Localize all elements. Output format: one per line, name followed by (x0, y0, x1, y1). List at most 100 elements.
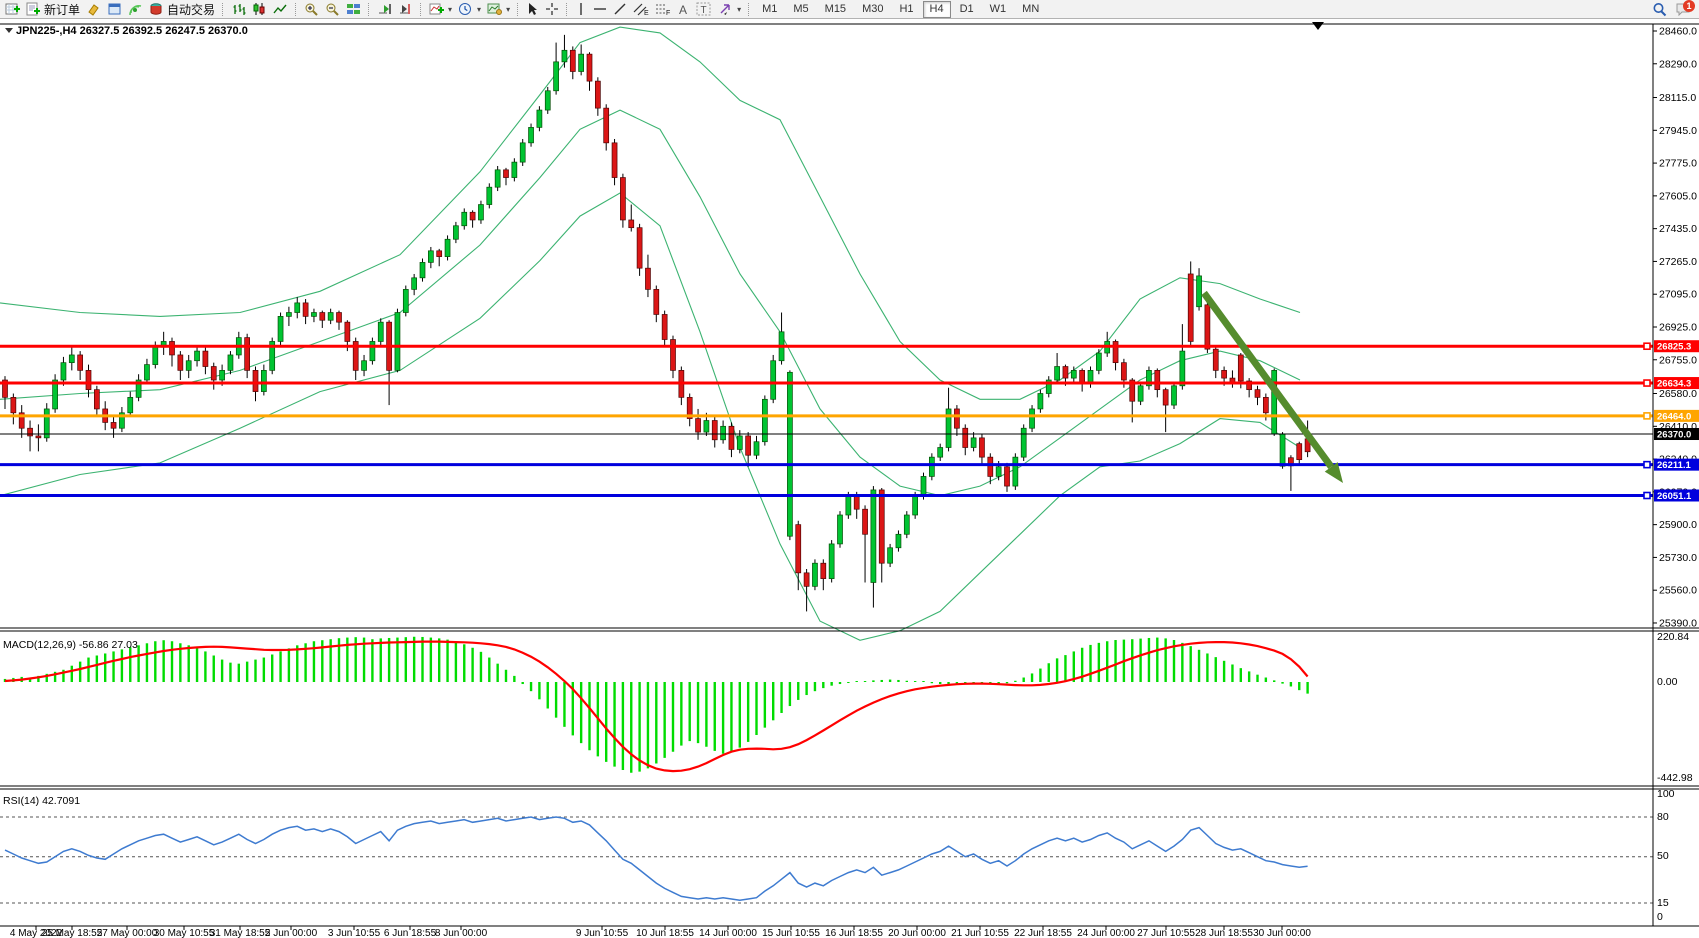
vertical-line-button[interactable] (572, 0, 590, 18)
text-label-tool-button[interactable]: T (693, 0, 715, 18)
candle-down (1004, 466, 1010, 487)
trendline-button[interactable] (610, 0, 630, 18)
hline-26464.0[interactable] (0, 412, 1653, 420)
candle-down (1246, 380, 1253, 391)
bar-chart-button[interactable] (228, 0, 249, 18)
time-tick-label: 21 Jun 10:55 (951, 928, 1009, 938)
time-tick-label: 8 Jun 00:00 (435, 928, 488, 938)
templates-button[interactable]: ▾ (484, 0, 513, 18)
auto-trading-button[interactable]: 自动交易 (146, 0, 218, 18)
timeframe-m1-button[interactable]: M1 (762, 2, 778, 15)
chart-title: JPN225-,H4 26327.5 26392.5 26247.5 26370… (16, 25, 248, 37)
hline-26051.1[interactable] (0, 491, 1653, 500)
toolbar-separator (295, 2, 297, 16)
candle-up (227, 354, 234, 371)
timeframe-mn-button[interactable]: MN (1022, 2, 1040, 15)
candle-down (661, 314, 668, 340)
equidistant-channel-button[interactable]: E (630, 0, 652, 18)
new-order-label: 新订单 (44, 2, 81, 17)
candle-up (411, 277, 417, 290)
candle-down (1254, 389, 1261, 398)
text-tool-button[interactable]: A (674, 0, 693, 18)
timeframe-h4-button[interactable]: H4 (922, 0, 951, 18)
arrow-shaft (1201, 290, 1335, 469)
arrows-tool-icon (720, 4, 730, 15)
toolbar-separator (748, 2, 750, 16)
candle-down (1229, 377, 1236, 383)
fibonacci-button[interactable]: F (652, 0, 674, 18)
candle-up (770, 360, 777, 400)
auto-scroll-icon (379, 4, 391, 14)
price-tick-label: 28115.0 (1659, 92, 1696, 104)
auto-scroll-button[interactable] (374, 0, 395, 18)
search-button[interactable] (1649, 0, 1671, 18)
candle-up (43, 408, 50, 439)
candle-up (912, 495, 919, 516)
timeframe-w1-button[interactable]: W1 (989, 2, 1007, 15)
toolbar-separator (517, 2, 519, 16)
candle-up (1171, 385, 1177, 406)
price-axis: 28460.0 28290.0 28115.0 27945.0 27775.0 27605… (1653, 26, 1699, 923)
macd-tick-label: -442.98 (1657, 772, 1693, 784)
candle-down (27, 427, 33, 437)
candle-down (252, 370, 259, 392)
time-tick-label: 10 Jun 18:55 (636, 928, 694, 938)
new-chart-button[interactable] (2, 0, 23, 18)
indicators-button[interactable]: ▾ (426, 0, 455, 18)
timeframe-d1-button[interactable]: D1 (959, 2, 974, 15)
arrows-tool-button[interactable]: ▾ (715, 0, 744, 18)
candle-up (995, 466, 1002, 477)
time-tick-label: 14 Jun 00:00 (699, 928, 757, 938)
candle-up (511, 161, 518, 178)
scroll-to-end-icon[interactable] (1312, 22, 1324, 30)
zoom-in-button[interactable] (301, 0, 322, 18)
svg-text:A: A (679, 3, 687, 16)
zoom-out-button[interactable] (322, 0, 343, 18)
hline-26211.1[interactable] (0, 460, 1653, 469)
price-tick-label: 27605.0 (1659, 190, 1697, 202)
toolbar-separator (222, 2, 224, 16)
candle-down (436, 250, 443, 257)
candle-up (361, 360, 367, 371)
candle-up (519, 142, 526, 163)
hline-26634.3[interactable] (0, 379, 1653, 387)
notifications-button[interactable]: 1 (1675, 0, 1695, 17)
candle-down (352, 341, 359, 371)
crosshair-button[interactable] (542, 0, 562, 18)
candle-up (1020, 427, 1027, 458)
candle-up (194, 350, 200, 362)
cursor-button[interactable] (523, 0, 542, 18)
candle-up (837, 514, 843, 545)
timeframe-m30-button[interactable]: M30 (862, 2, 884, 15)
timeframe-m15-button[interactable]: M15 (824, 2, 847, 15)
candle-down (645, 267, 651, 290)
chart-shift-button[interactable] (395, 0, 416, 18)
candle-up (1179, 350, 1186, 387)
candle-up (119, 412, 125, 429)
cursor-icon (529, 3, 538, 15)
horizontal-line-icon (594, 8, 607, 10)
hline-26825.3[interactable] (0, 342, 1653, 351)
candlestick-chart-button[interactable] (249, 0, 270, 18)
horizontal-line-button[interactable] (590, 0, 610, 18)
price-tick-label: 26755.0 (1659, 354, 1697, 366)
candle-down (586, 53, 593, 82)
price-badge-26634.3: 26634.3 (1654, 377, 1699, 390)
signals-button[interactable] (125, 0, 146, 18)
tile-windows-button[interactable] (343, 0, 364, 18)
line-chart-button[interactable] (270, 0, 291, 18)
candle-down (670, 339, 676, 371)
periods-button[interactable]: ▾ (455, 0, 484, 18)
new-order-button[interactable]: 新订单 (23, 0, 83, 18)
market-watch-button[interactable] (104, 0, 125, 18)
time-tick-label: 15 Jun 10:55 (762, 928, 820, 938)
price-badge-26370.0: 26370.0 (1654, 428, 1699, 441)
timeframe-h1-button[interactable]: H1 (899, 2, 914, 15)
trend-arrow[interactable] (1201, 290, 1343, 483)
candle-down (202, 350, 209, 367)
dropdown-arrow-icon: ▾ (737, 4, 742, 14)
timeframe-m5-button[interactable]: M5 (793, 2, 809, 15)
highlight-button[interactable] (83, 0, 104, 18)
